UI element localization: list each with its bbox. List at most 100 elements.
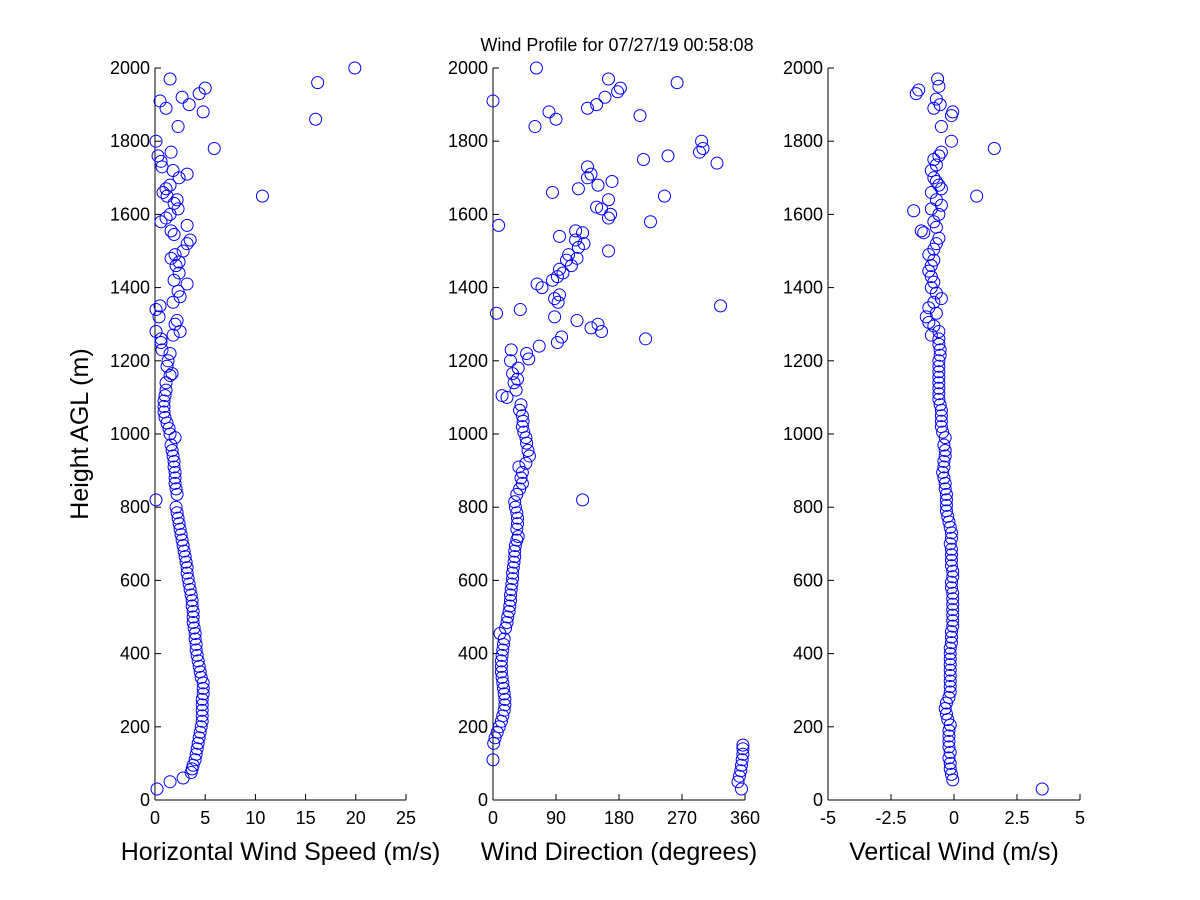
data-point [946,619,960,633]
data-point [943,674,957,688]
panel-horizontal-wind-speed: 0 5 10 15 20 25 0 200 400 600 800 1000 1200 1400 1600 1… [66,58,440,866]
data-point [942,691,956,705]
data-point [927,101,941,115]
data-point [909,87,923,101]
data-point [644,215,657,229]
y-tick-label: 800 [793,497,823,517]
data-point [602,244,615,258]
data-point [931,72,945,86]
data-point [497,681,510,695]
data-point [497,703,511,717]
data-point [932,359,946,373]
data-point [639,332,653,346]
data-point [530,277,544,291]
data-point [598,90,612,104]
data-point [494,654,508,668]
x-tick-label: 25 [396,808,416,828]
y-tick-label: 1000 [448,424,488,444]
data-point [496,709,510,723]
data-point [560,253,573,267]
data-point [605,174,619,188]
data-point [508,544,522,558]
data-point [506,572,520,586]
data-point [193,665,207,679]
data-point [590,98,604,112]
y-tick-label: 0 [478,790,488,810]
y-tick-label: 1000 [110,424,150,444]
data-point [944,636,958,650]
data-point [187,621,201,635]
data-point [500,615,514,629]
data-point [934,409,948,423]
data-point [581,160,594,174]
data-point [486,94,500,108]
data-point [501,610,515,624]
data-point [186,615,200,629]
data-point [195,703,209,717]
data-point [944,625,958,639]
data-point [922,264,936,278]
data-point [161,354,175,368]
y-tick-label: 1600 [448,204,488,224]
data-point [514,398,528,412]
data-point [932,354,946,368]
data-point [507,555,521,569]
data-point [181,572,195,586]
data-point [496,643,510,657]
data-point [946,592,960,606]
data-point [158,389,172,403]
data-point [154,332,168,346]
y-axis-title: Height AGL (m) [66,348,94,519]
data-point [937,460,951,474]
data-point [970,189,984,203]
data-point [163,368,177,382]
data-point [570,251,584,265]
data-point [498,692,512,706]
data-point [696,142,710,156]
y-tick-label: 1800 [110,131,150,151]
data-point [177,544,191,558]
data-point [535,281,549,295]
data-point [166,449,180,463]
data-point [194,720,208,734]
data-point [149,325,163,339]
data-point [944,559,958,573]
data-point [157,400,171,414]
data-point [943,647,957,661]
data-point [511,529,525,543]
data-point [513,403,527,417]
data-point [195,714,209,728]
data-point [195,709,209,723]
data-point [172,517,186,531]
y-tick-label: 1800 [783,131,823,151]
data-point [943,652,957,666]
data-point [946,608,960,622]
data-point [159,182,173,196]
data-point [946,564,960,578]
data-point [944,767,958,781]
data-point [584,167,598,181]
data-point [934,145,948,159]
data-point [937,438,951,452]
y-tick-label: 1200 [110,351,150,371]
data-point [946,586,960,600]
data-point [633,109,647,123]
data-point [912,83,926,97]
data-point [917,226,931,240]
data-point [164,438,178,452]
data-point [734,764,748,778]
data-point [661,149,675,163]
data-point [929,193,943,207]
data-point [167,454,181,468]
data-point [944,531,958,545]
data-point [506,561,520,575]
data-point [932,332,946,346]
data-point [943,663,957,677]
data-point [938,449,952,463]
data-point [180,561,194,575]
data-point [167,196,181,210]
data-point [946,597,960,611]
data-point [509,383,523,397]
data-point [164,251,178,265]
